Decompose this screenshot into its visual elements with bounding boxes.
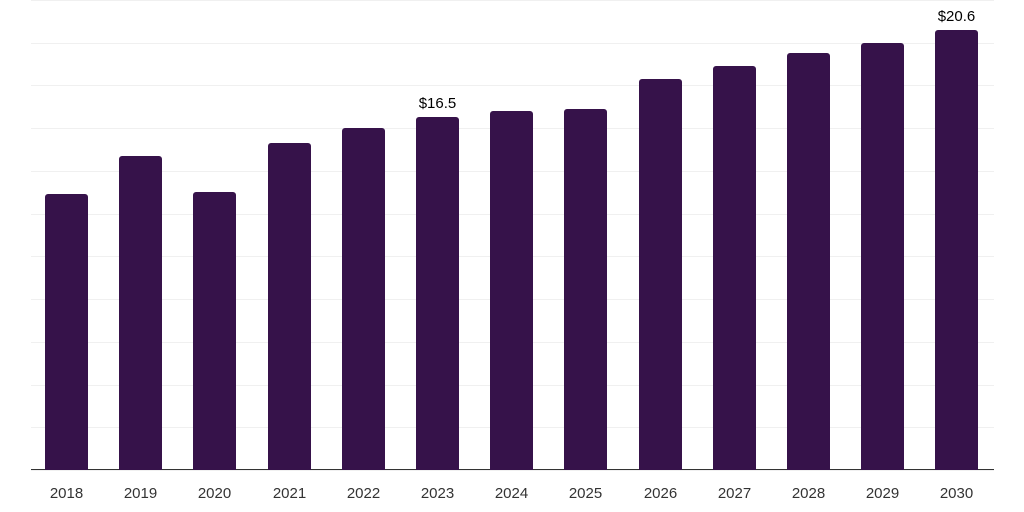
x-tick-label: 2029 (865, 485, 900, 502)
bar-2024[interactable] (490, 111, 533, 470)
bar-2030[interactable] (935, 30, 978, 470)
bar-2026[interactable] (639, 79, 682, 470)
x-tick-label: 2027 (717, 485, 752, 502)
gridline (31, 85, 994, 86)
bar-2020[interactable] (193, 192, 236, 470)
bar-2023[interactable] (416, 117, 459, 470)
gridline (31, 0, 994, 1)
x-tick-label: 2026 (643, 485, 678, 502)
bar-2025[interactable] (564, 109, 607, 470)
x-tick-label: 2018 (49, 485, 84, 502)
data-label: $16.5 (418, 95, 457, 112)
bar-2027[interactable] (713, 66, 756, 470)
gridline (31, 43, 994, 44)
x-tick-label: 2025 (568, 485, 603, 502)
data-label: $20.6 (937, 8, 976, 25)
bar-2018[interactable] (45, 194, 88, 470)
x-tick-label: 2019 (123, 485, 158, 502)
x-tick-label: 2020 (197, 485, 232, 502)
bar-2029[interactable] (861, 43, 904, 470)
x-tick-label: 2030 (939, 485, 974, 502)
x-tick-label: 2021 (272, 485, 307, 502)
bar-2028[interactable] (787, 53, 830, 470)
bar-2022[interactable] (342, 128, 385, 470)
x-tick-label: 2024 (494, 485, 529, 502)
x-tick-label: 2028 (791, 485, 826, 502)
bar-2019[interactable] (119, 156, 162, 470)
gridline (31, 470, 994, 471)
bar-2021[interactable] (268, 143, 311, 470)
x-tick-label: 2022 (346, 485, 381, 502)
x-tick-label: 2023 (420, 485, 455, 502)
